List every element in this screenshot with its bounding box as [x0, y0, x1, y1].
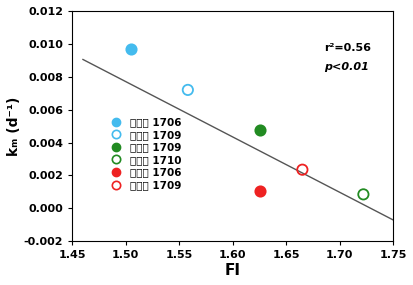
X-axis label: FI: FI — [224, 263, 240, 278]
Text: p<0.01: p<0.01 — [323, 62, 368, 72]
Legend: 장성호 1706, 장성호 1709, 영산호 1709, 영산호 1710, 금호호 1706, 금호호 1709: 장성호 1706, 장성호 1709, 영산호 1709, 영산호 1710, … — [103, 115, 183, 192]
Text: r²=0.56: r²=0.56 — [323, 43, 370, 53]
Point — [256, 128, 262, 133]
Y-axis label: kₘ (d⁻¹): kₘ (d⁻¹) — [7, 96, 21, 156]
Point — [128, 46, 134, 51]
Point — [359, 192, 366, 197]
Point — [256, 189, 262, 193]
Point — [298, 167, 305, 172]
Point — [184, 87, 191, 92]
